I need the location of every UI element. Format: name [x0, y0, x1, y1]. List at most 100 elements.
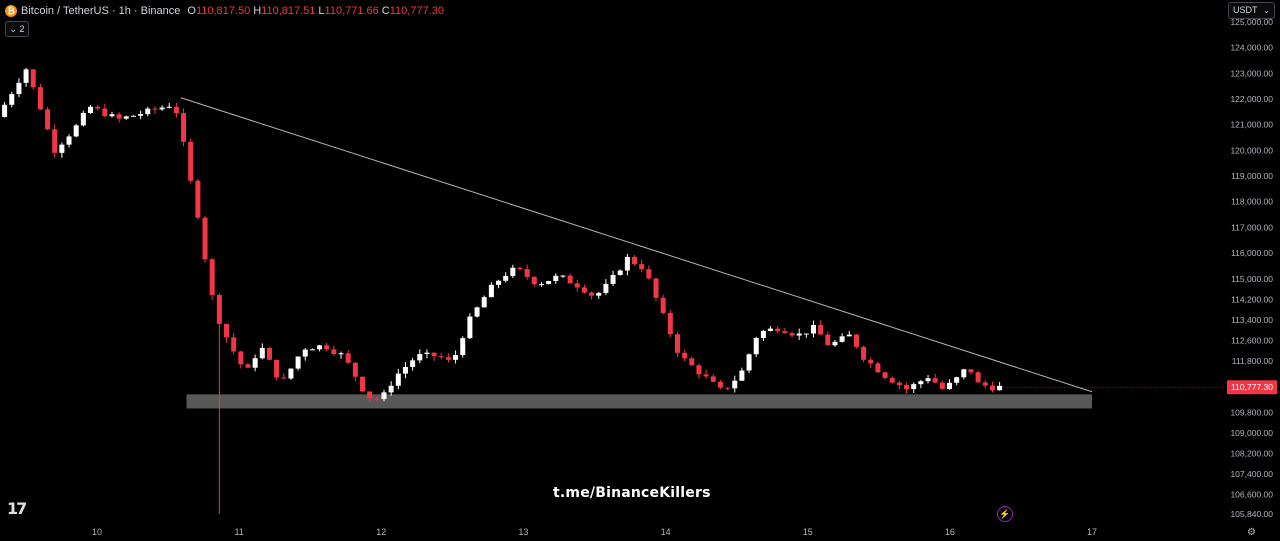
- candle-body: [825, 334, 831, 346]
- candle-body: [832, 341, 838, 346]
- x-tick-label: 15: [803, 527, 813, 537]
- candle-body: [209, 259, 215, 295]
- candle-body: [324, 345, 330, 350]
- candle-body: [488, 284, 494, 298]
- descending-trendline[interactable]: [180, 97, 1093, 393]
- x-tick-label: 14: [661, 527, 671, 537]
- candle-body: [138, 114, 144, 116]
- gear-icon[interactable]: ⚙: [1247, 527, 1256, 538]
- y-tick-label: 107,400.00: [1230, 469, 1273, 479]
- y-tick-label: 120,000.00: [1230, 145, 1273, 155]
- candle-body: [789, 333, 795, 336]
- candle-body: [481, 297, 487, 308]
- candle-body: [946, 382, 953, 389]
- candle-body: [381, 392, 387, 400]
- candle-body: [88, 106, 94, 114]
- candle-body: [202, 217, 208, 260]
- candle-body: [453, 355, 459, 360]
- candle-body: [460, 338, 466, 356]
- candle-body: [438, 356, 444, 358]
- high-label: H: [253, 5, 262, 17]
- support-zone[interactable]: [186, 394, 1093, 409]
- candle-body: [159, 107, 165, 110]
- candle-body: [896, 382, 902, 386]
- candle-body: [732, 380, 738, 389]
- candle-body: [653, 278, 659, 298]
- candle-body: [882, 372, 888, 379]
- candle-body: [266, 347, 272, 360]
- candle-body: [803, 333, 809, 335]
- candle-body: [746, 354, 752, 371]
- candle-body: [589, 292, 595, 296]
- candle-body: [59, 144, 65, 153]
- candle-body: [23, 69, 29, 83]
- candle-body: [317, 345, 323, 350]
- candle-body: [496, 280, 502, 285]
- candle-body: [16, 82, 22, 95]
- candle-body: [95, 106, 101, 109]
- y-tick-label: 112,600.00: [1231, 335, 1273, 345]
- candle-body: [574, 283, 580, 288]
- candle-body: [445, 357, 451, 360]
- candle-body: [768, 328, 774, 331]
- candle-body: [431, 352, 437, 357]
- candle-body: [546, 281, 552, 285]
- candle-body: [975, 372, 981, 383]
- lightning-icon[interactable]: ⚡: [997, 506, 1013, 522]
- y-tick-label: 113,400.00: [1231, 315, 1273, 325]
- candle-body: [238, 351, 244, 365]
- candle-body: [989, 385, 995, 391]
- candle-body: [195, 180, 201, 218]
- y-tick-label: 118,000.00: [1231, 197, 1273, 207]
- candle-body: [581, 287, 587, 293]
- candle-body: [760, 330, 766, 339]
- candle-body: [274, 359, 280, 378]
- candle-body: [982, 382, 988, 386]
- candle-body: [73, 125, 79, 137]
- candle-body: [818, 324, 824, 335]
- y-tick-label: 117,000.00: [1231, 222, 1273, 232]
- candle-body: [839, 336, 845, 342]
- candle-body: [30, 69, 36, 88]
- low-value: 110,771.66: [324, 5, 379, 17]
- candle-body: [782, 331, 788, 334]
- candle-body: [717, 381, 723, 388]
- candle-body: [954, 377, 960, 383]
- candle-body: [252, 358, 258, 368]
- candle-body: [875, 363, 881, 373]
- candle-body: [925, 378, 931, 382]
- candle-body: [395, 373, 401, 386]
- candle-body: [997, 385, 1003, 391]
- candle-body: [596, 292, 602, 296]
- y-tick-label: 116,000.00: [1231, 248, 1273, 258]
- y-tick-label: 125,000.00: [1230, 17, 1273, 27]
- candle-body: [216, 294, 222, 324]
- candle-body: [939, 382, 945, 389]
- candle-body: [868, 359, 874, 364]
- x-tick-label: 12: [376, 527, 386, 537]
- candle-body: [295, 356, 301, 369]
- candle-body: [639, 264, 645, 270]
- candle-body: [181, 113, 187, 142]
- last-price-tag: [1227, 380, 1277, 395]
- candle-body: [889, 378, 895, 383]
- candle-body: [846, 334, 852, 337]
- low-label: L: [318, 5, 325, 17]
- close-label: C: [381, 5, 390, 17]
- symbol-title[interactable]: Bitcoin / TetherUS · 1h · Binance: [21, 5, 181, 17]
- candle-body: [152, 108, 158, 110]
- y-tick-label: 123,000.00: [1230, 68, 1273, 78]
- candle-body: [116, 114, 122, 119]
- open-value: 110,817.50: [195, 5, 251, 17]
- open-label: O: [187, 5, 196, 17]
- candle-body: [968, 369, 974, 373]
- candle-body: [188, 141, 194, 181]
- candle-body: [796, 333, 802, 336]
- candle-body: [37, 87, 43, 110]
- candle-body: [45, 109, 51, 130]
- candle-body: [352, 362, 358, 377]
- currency-dropdown[interactable]: USDT ⌄: [1228, 2, 1275, 19]
- collapse-indicators-button[interactable]: ⌄ 2: [5, 21, 29, 37]
